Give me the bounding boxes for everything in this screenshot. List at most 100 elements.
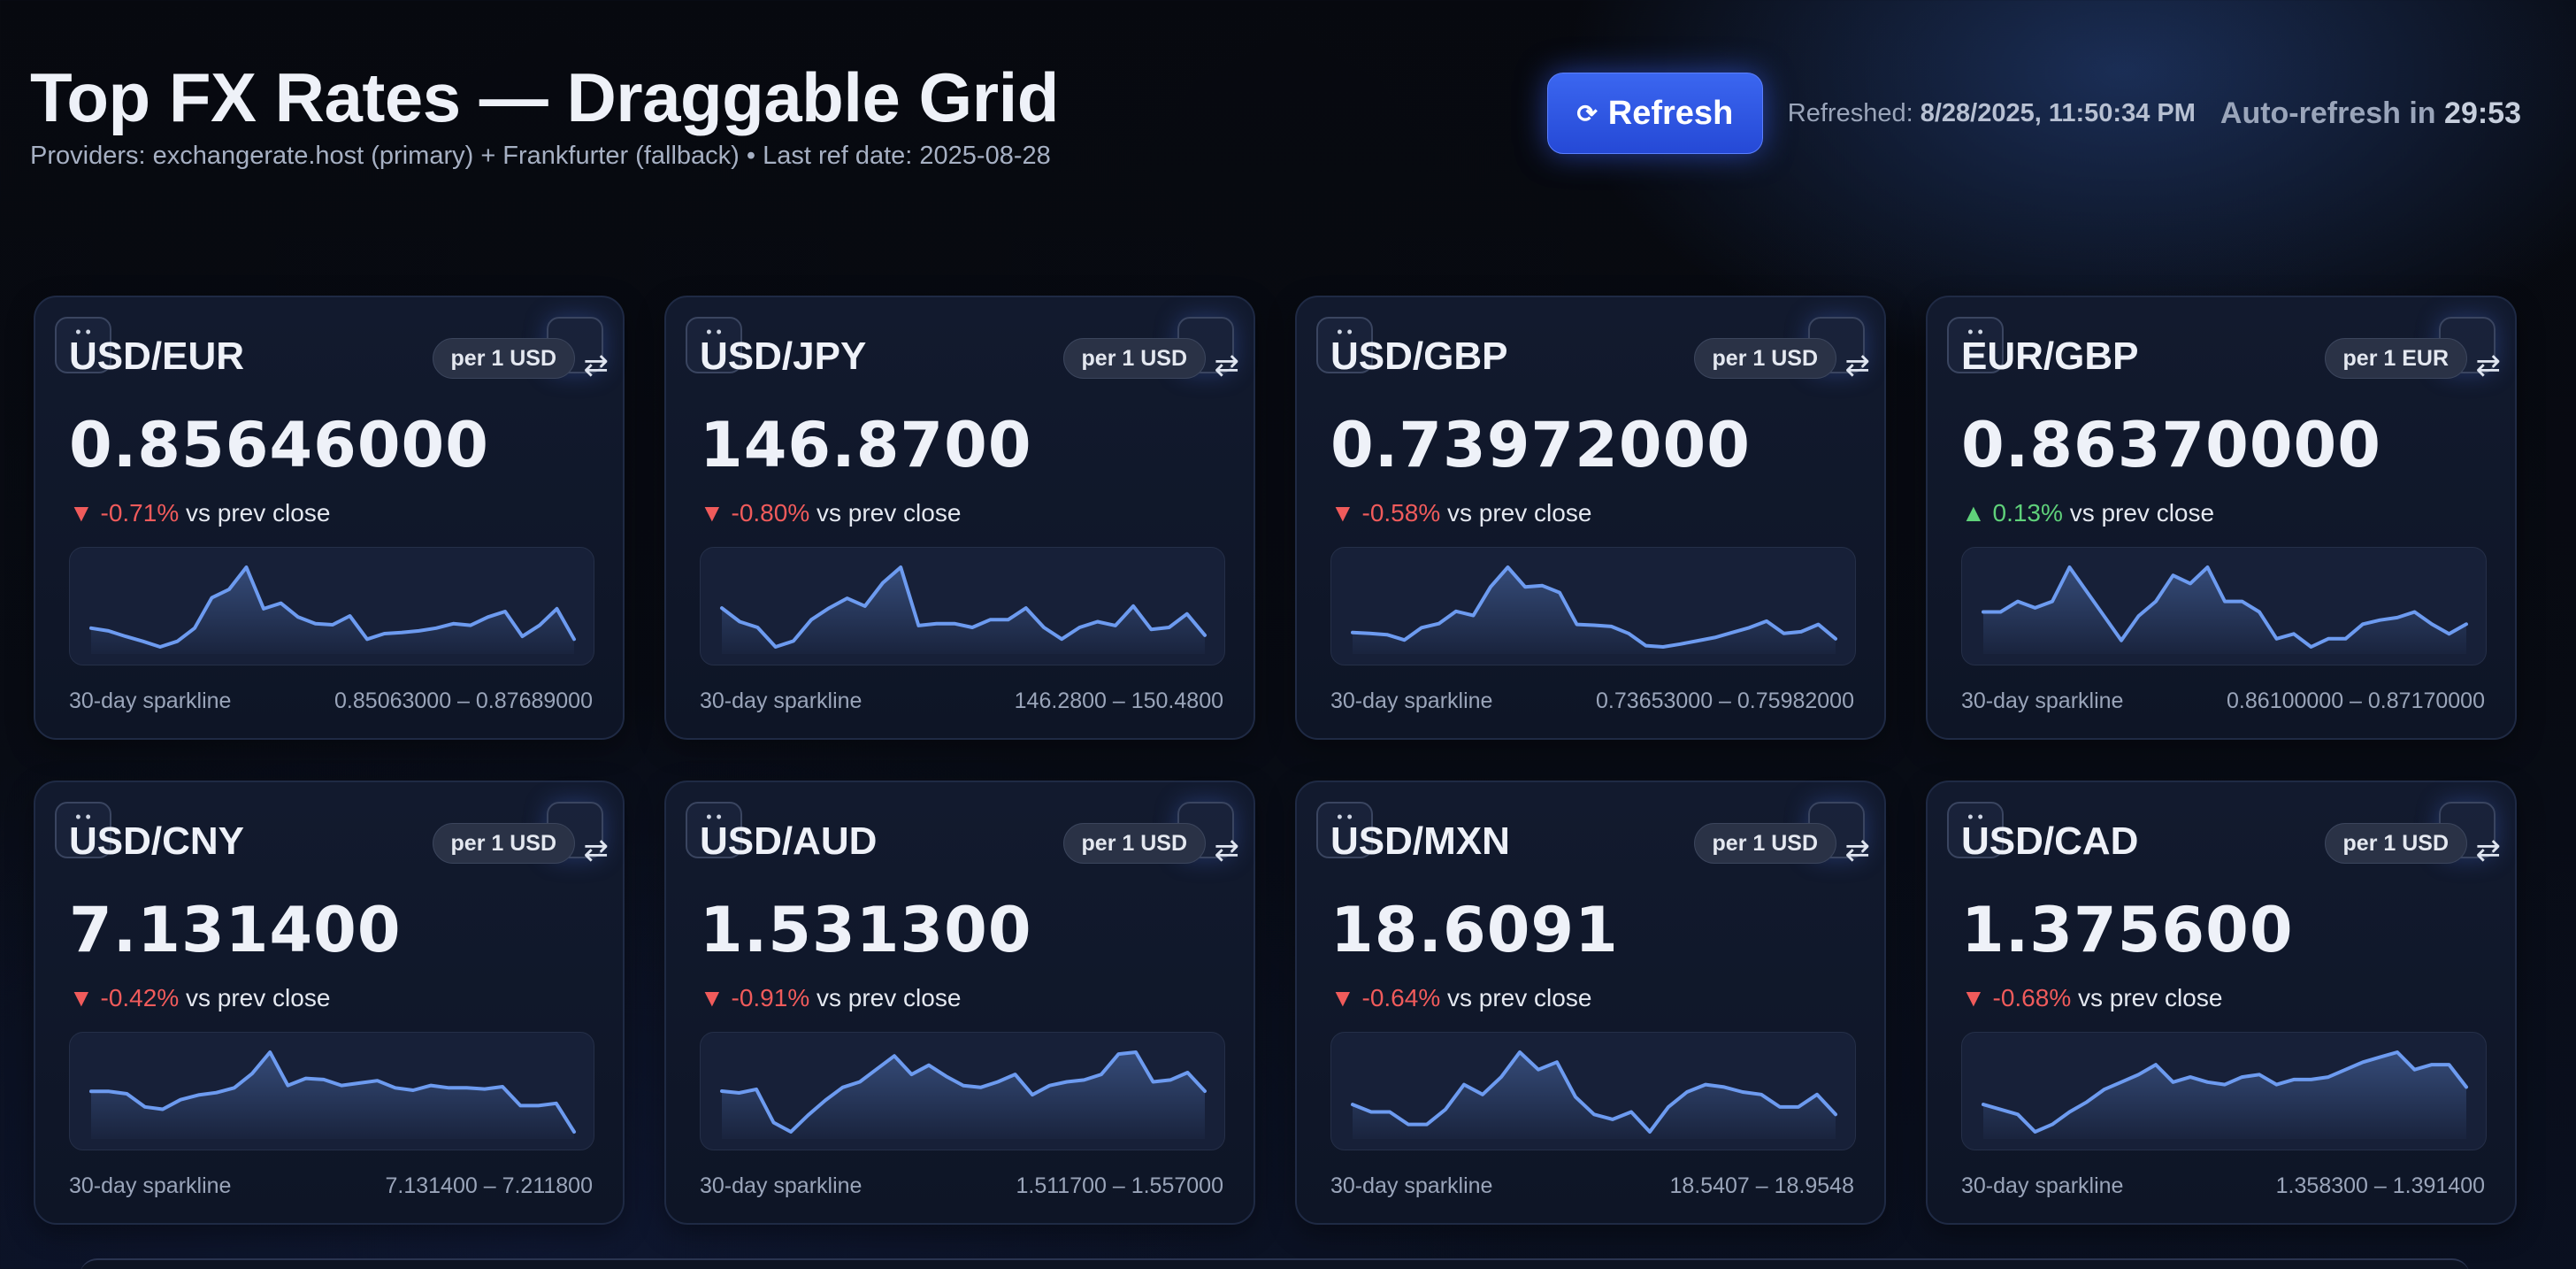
rate-value: 18.6091 <box>1330 894 1619 966</box>
change-line: ▼ -0.71% vs prev close <box>69 499 330 527</box>
sparkline-line <box>720 1050 1207 1134</box>
swap-arrows-icon: ⇄ <box>1844 834 1871 867</box>
change-percent: -0.68% <box>1992 984 2072 1011</box>
sparkline-svg <box>720 1050 1207 1139</box>
drag-handle-icon[interactable]: • • <box>1316 802 1373 858</box>
rate-value: 0.85646000 <box>69 409 489 481</box>
swap-arrows-icon: ⇄ <box>2475 834 2502 867</box>
currency-pair: USD/CAD <box>1961 819 2139 863</box>
change-arrow-icon: ▼ <box>1330 984 1355 1011</box>
currency-pair: USD/AUD <box>700 819 878 863</box>
sparkline-chart <box>69 1032 594 1150</box>
rate-value: 1.375600 <box>1961 894 2294 966</box>
sparkline-label: 30-day sparkline <box>1330 688 1493 713</box>
sparkline-range: 0.73653000 – 0.75982000 <box>1596 688 1854 713</box>
sparkline-chart <box>1961 1032 2487 1150</box>
change-percent: 0.13% <box>1992 499 2063 527</box>
change-line: ▼ -0.80% vs prev close <box>700 499 961 527</box>
sparkline-chart <box>700 1032 1225 1150</box>
sparkline-area <box>1353 567 1836 654</box>
change-percent: -0.64% <box>1361 984 1441 1011</box>
unit-badge: per 1 USD <box>2324 823 2467 864</box>
sparkline-label: 30-day sparkline <box>69 1173 232 1198</box>
sparkline-svg <box>89 565 576 654</box>
sparkline-area <box>1983 567 2466 654</box>
sparkline-range: 18.5407 – 18.9548 <box>1669 1173 1854 1198</box>
fx-card[interactable]: • • ⇄ USD/JPY per 1 USD 146.8700 ▼ -0.80… <box>664 296 1255 740</box>
swap-arrows-icon: ⇄ <box>1844 349 1871 382</box>
change-percent: -0.80% <box>731 499 810 527</box>
change-percent: -0.58% <box>1361 499 1441 527</box>
sparkline-label: 30-day sparkline <box>1330 1173 1493 1198</box>
sparkline-line <box>1982 1050 2468 1134</box>
sparkline-area <box>1353 1052 1836 1139</box>
sparkline-svg <box>1351 1050 1837 1139</box>
rate-value: 0.86370000 <box>1961 409 2381 481</box>
sparkline-area <box>91 1052 574 1139</box>
sparkline-chart <box>1330 1032 1856 1150</box>
drag-handle-icon[interactable]: • • <box>55 802 111 858</box>
sparkline-range: 1.511700 – 1.557000 <box>1016 1173 1224 1198</box>
currency-pair: USD/CNY <box>69 819 245 863</box>
sparkline-line <box>720 565 1207 649</box>
sparkline-svg <box>720 565 1207 654</box>
unit-badge: per 1 EUR <box>2324 338 2467 379</box>
sparkline-area <box>91 567 574 654</box>
sparkline-line <box>1351 565 1837 649</box>
fx-card[interactable]: • • ⇄ USD/GBP per 1 USD 0.73972000 ▼ -0.… <box>1295 296 1886 740</box>
page-title: Top FX Rates — Draggable Grid <box>30 58 1059 136</box>
fx-card[interactable]: • • ⇄ USD/CNY per 1 USD 7.131400 ▼ -0.42… <box>34 781 625 1225</box>
sparkline-line <box>1351 1050 1837 1134</box>
change-line: ▼ -0.42% vs prev close <box>69 984 330 1012</box>
change-line: ▼ -0.91% vs prev close <box>700 984 961 1012</box>
page-subtitle: Providers: exchangerate.host (primary) +… <box>30 142 1051 170</box>
sparkline-svg <box>89 1050 576 1139</box>
sparkline-area <box>722 567 1205 654</box>
change-suffix: vs prev close <box>1447 499 1592 527</box>
sparkline-label: 30-day sparkline <box>1961 1173 2124 1198</box>
change-suffix: vs prev close <box>2069 499 2215 527</box>
change-suffix: vs prev close <box>1447 984 1592 1011</box>
drag-handle-icon[interactable]: • • <box>1947 317 2004 373</box>
fx-card-grid: • • ⇄ USD/EUR per 1 USD 0.85646000 ▼ -0.… <box>34 296 2517 1225</box>
fx-card[interactable]: • • ⇄ USD/EUR per 1 USD 0.85646000 ▼ -0.… <box>34 296 625 740</box>
drag-handle-icon[interactable]: • • <box>686 802 742 858</box>
sparkline-chart <box>1961 547 2487 665</box>
change-arrow-icon: ▼ <box>700 499 724 527</box>
sparkline-label: 30-day sparkline <box>700 688 862 713</box>
toolbar: ⟳ Refresh Refreshed: 8/28/2025, 11:50:34… <box>1546 73 2521 154</box>
fx-card[interactable]: • • ⇄ USD/MXN per 1 USD 18.6091 ▼ -0.64%… <box>1295 781 1886 1225</box>
currency-pair: EUR/GBP <box>1961 335 2139 378</box>
sparkline-range: 1.358300 – 1.391400 <box>2275 1173 2485 1198</box>
fx-card[interactable]: • • ⇄ USD/AUD per 1 USD 1.531300 ▼ -0.91… <box>664 781 1255 1225</box>
change-percent: -0.42% <box>100 984 180 1011</box>
sparkline-label: 30-day sparkline <box>700 1173 862 1198</box>
currency-pair: USD/GBP <box>1330 335 1508 378</box>
drag-handle-icon[interactable]: • • <box>55 317 111 373</box>
bottom-panel-edge <box>80 1258 2470 1269</box>
sparkline-chart <box>69 547 594 665</box>
sparkline-chart <box>700 547 1225 665</box>
sparkline-range: 7.131400 – 7.211800 <box>385 1173 594 1198</box>
swap-arrows-icon: ⇄ <box>1214 834 1240 867</box>
change-suffix: vs prev close <box>186 984 331 1011</box>
sparkline-svg <box>1982 1050 2468 1139</box>
change-line: ▼ -0.58% vs prev close <box>1330 499 1591 527</box>
currency-pair: USD/JPY <box>700 335 867 378</box>
change-suffix: vs prev close <box>816 984 962 1011</box>
change-arrow-icon: ▼ <box>69 499 94 527</box>
change-arrow-icon: ▼ <box>69 984 94 1011</box>
change-suffix: vs prev close <box>186 499 331 527</box>
fx-card[interactable]: • • ⇄ EUR/GBP per 1 EUR 0.86370000 ▲ 0.1… <box>1926 296 2517 740</box>
refresh-button-label: Refresh <box>1607 94 1734 132</box>
refresh-button[interactable]: ⟳ Refresh <box>1546 73 1763 154</box>
drag-handle-icon[interactable]: • • <box>686 317 742 373</box>
drag-handle-icon[interactable]: • • <box>1947 802 2004 858</box>
unit-badge: per 1 USD <box>432 338 575 379</box>
fx-card[interactable]: • • ⇄ USD/CAD per 1 USD 1.375600 ▼ -0.68… <box>1926 781 2517 1225</box>
change-line: ▼ -0.68% vs prev close <box>1961 984 2222 1012</box>
currency-pair: USD/EUR <box>69 335 245 378</box>
refreshed-timestamp: Refreshed: 8/28/2025, 11:50:34 PM <box>1787 98 2196 127</box>
swap-arrows-icon: ⇄ <box>2475 349 2502 382</box>
drag-handle-icon[interactable]: • • <box>1316 317 1373 373</box>
